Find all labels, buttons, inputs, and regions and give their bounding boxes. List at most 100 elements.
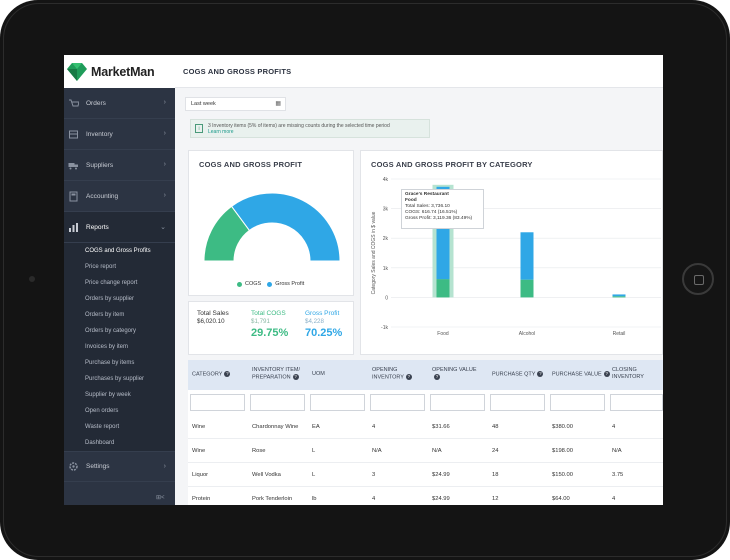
gross-profit-label: Gross Profit (305, 310, 340, 317)
sidebar-item-label: Suppliers (86, 161, 114, 169)
table-cell: Wine (192, 448, 206, 454)
date-range-select[interactable]: Last week ▦ (185, 97, 286, 111)
sidebar-item-orders[interactable]: Orders › (64, 88, 175, 119)
inventory-table: CATEGORY? INVENTORY ITEM/ PREPARATION? U… (188, 360, 663, 505)
chevron-right-icon: › (163, 99, 166, 106)
col-closing-inventory[interactable]: CLOSING INVENTORY (612, 367, 644, 380)
collapse-sidebar-button[interactable]: ⊞< (156, 495, 165, 501)
brand-name: MarketMan (91, 64, 155, 79)
info-icon: i (195, 124, 203, 133)
table-row: Wine Chardonnay Wine EA 4 $31.66 48 $380.00 4 (188, 415, 663, 439)
table-cell: Wine (192, 424, 206, 430)
chevron-down-icon: ⌄ (160, 224, 166, 231)
submenu-item-price-report[interactable]: Price report (85, 264, 117, 270)
y-tick-label: 4k (383, 177, 389, 183)
bar-cogs-alcohol[interactable] (520, 279, 534, 298)
table-cell: 3 (372, 472, 376, 478)
bar-gross-profit-retail[interactable] (612, 294, 626, 297)
table-cell: $198.00 (552, 448, 573, 454)
col-category[interactable]: CATEGORY? (192, 371, 231, 378)
table-cell: L (312, 472, 316, 478)
col-purchase-value[interactable]: PURCHASE VALUE? (552, 371, 610, 378)
sidebar-item-reports[interactable]: Reports ⌄ (64, 212, 175, 243)
gross-profit: Gross Profit $4,228 70.25% (305, 310, 342, 339)
sidebar-nav: Orders › Inventory › Suppliers › Account… (64, 88, 175, 482)
tooltip-cogs: COGS: 616.74 (16.51%) (405, 210, 458, 215)
sidebar-item-suppliers[interactable]: Suppliers › (64, 150, 175, 181)
category-card-title: COGS AND GROSS PROFIT BY CATEGORY (371, 160, 533, 169)
submenu-item-orders-item[interactable]: Orders by item (85, 312, 125, 318)
gear-icon (68, 461, 79, 472)
filter-purchase-qty-input[interactable] (490, 394, 545, 411)
table-cell: 12 (492, 496, 499, 502)
help-icon: ? (224, 371, 231, 377)
submenu-item-supplier-week[interactable]: Supplier by week (85, 392, 131, 398)
col-inventory-item[interactable]: INVENTORY ITEM/ PREPARATION? (252, 367, 300, 381)
sidebar-item-label: Accounting (86, 192, 119, 200)
submenu-item-purchase-items[interactable]: Purchase by items (85, 360, 135, 366)
gem-logo-icon (67, 62, 87, 81)
y-tick-label: -1k (381, 325, 388, 331)
bar-chart-icon (68, 222, 79, 233)
sidebar-item-accounting[interactable]: Accounting › (64, 181, 175, 212)
tooltip-total-sales: Total Sales: 3,736.10 (405, 204, 450, 209)
filter-closing-inventory-input[interactable] (610, 394, 663, 411)
bar-cogs-food[interactable] (436, 279, 450, 298)
col-opening-value[interactable]: OPENING VALUE? (432, 367, 477, 380)
col-uom[interactable]: UOM (312, 371, 325, 377)
col-opening-inventory[interactable]: OPENING INVENTORY? (372, 367, 412, 381)
total-cogs-value: $1,791 (251, 318, 270, 325)
submenu-item-cogs[interactable]: COGS and Gross Profits (85, 248, 151, 254)
bar-cogs-retail[interactable] (612, 296, 626, 298)
logo[interactable]: MarketMan (64, 55, 175, 88)
table-filters (188, 394, 663, 412)
y-tick-label: 1k (383, 266, 389, 272)
submenu-item-open-orders[interactable]: Open orders (85, 408, 119, 414)
legend-gross-profit: Gross Profit (275, 281, 305, 287)
bar-gross-profit-alcohol[interactable] (520, 232, 534, 280)
table-cell: EA (312, 424, 320, 430)
table-cell: $380.00 (552, 424, 573, 430)
app-screen: MarketMan Orders › Inventory › Suppliers… (64, 55, 663, 505)
chevron-right-icon: › (163, 130, 166, 137)
filter-opening-inventory-input[interactable] (370, 394, 425, 411)
y-tick-label: 3k (383, 207, 389, 213)
filter-item-input[interactable] (250, 394, 305, 411)
page-title: COGS AND GROSS PROFITS (183, 67, 292, 76)
donut-slice-gross-profit[interactable] (230, 192, 341, 262)
home-button[interactable] (682, 263, 714, 295)
sidebar-item-settings[interactable]: Settings › (64, 451, 175, 482)
chevron-right-icon: › (163, 192, 166, 199)
submenu-item-price-change[interactable]: Price change report (85, 280, 138, 286)
submenu-item-orders-category[interactable]: Orders by category (85, 328, 137, 334)
help-icon: ? (434, 374, 440, 380)
total-sales-label: Total Sales (197, 310, 229, 317)
filter-opening-value-input[interactable] (430, 394, 485, 411)
table-cell: 24 (492, 448, 499, 454)
sidebar-item-inventory[interactable]: Inventory › (64, 119, 175, 150)
y-axis-label: Category Sales and COGS in $ value (371, 211, 377, 294)
filter-category-input[interactable] (190, 394, 245, 411)
chevron-right-icon: › (163, 161, 166, 168)
submenu-item-purchases-supplier[interactable]: Purchases by supplier (85, 376, 145, 382)
camera (29, 276, 35, 282)
learn-more-link[interactable]: Learn more (208, 129, 234, 135)
help-icon: ? (537, 371, 544, 377)
tablet-edge (3, 3, 727, 557)
col-purchase-qty[interactable]: PURCHASE QTY? (492, 371, 544, 378)
tooltip-category: Food (405, 198, 417, 203)
submenu-item-waste-report[interactable]: Waste report (85, 424, 120, 430)
help-icon: ? (603, 371, 610, 377)
table-cell: $150.00 (552, 472, 573, 478)
submenu-item-orders-supplier[interactable]: Orders by supplier (85, 296, 135, 302)
filter-purchase-value-input[interactable] (550, 394, 605, 411)
inventory-icon (68, 129, 79, 140)
submenu-item-dashboard[interactable]: Dashboard (85, 440, 115, 446)
total-sales: Total Sales $6,020.10 (197, 310, 229, 325)
submenu-item-invoices-item[interactable]: Invoices by item (85, 344, 129, 350)
table-cell: $24.99 (432, 472, 450, 478)
sidebar: MarketMan Orders › Inventory › Suppliers… (64, 55, 175, 505)
filter-uom-input[interactable] (310, 394, 365, 411)
sidebar-item-label: Inventory (86, 130, 113, 138)
